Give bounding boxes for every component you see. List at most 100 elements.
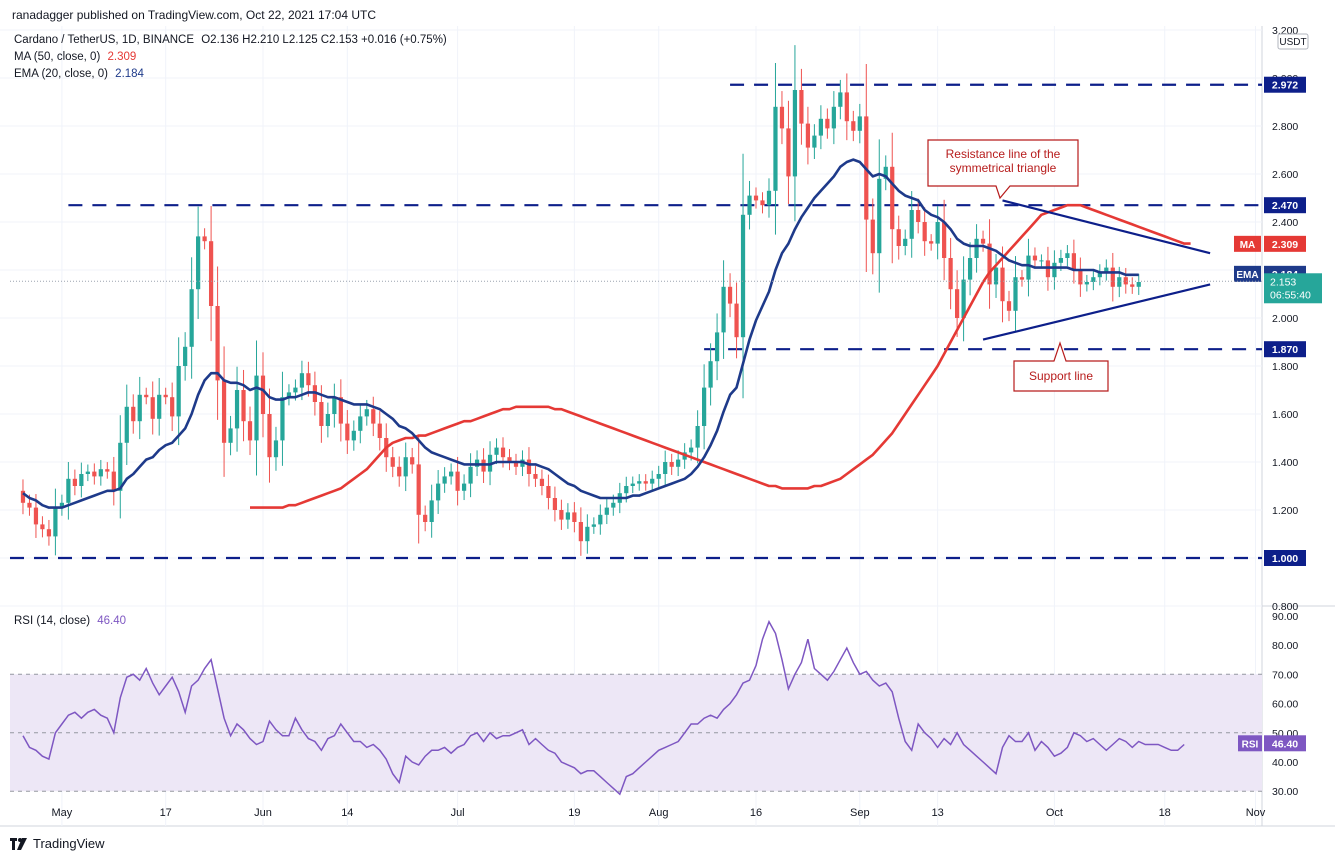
candle-body [585,526,590,542]
rsi-name-tag [1238,735,1262,752]
candle-body [844,92,849,122]
candle-body [410,457,415,465]
candle-body [630,483,635,486]
candle-body [604,507,609,515]
candle-body [974,238,979,258]
candle-body [332,397,337,414]
candle-body [371,409,376,424]
tradingview-logo[interactable]: TradingView [10,836,105,851]
x-tick-label: Sep [850,807,870,819]
candle-body [105,469,110,472]
price-tick-label: 1.400 [1272,457,1298,469]
candle-body [799,90,804,124]
level-tag-label: 1.000 [1272,553,1298,565]
candle-body [714,332,720,362]
candle-body [221,380,227,443]
candle-body [942,222,947,258]
candle-body [267,414,272,458]
price-tick-label: 1.800 [1272,361,1298,373]
candle-body [254,375,259,441]
candle-body [293,387,298,393]
candle-body [202,236,207,242]
rsi-value-tag [1264,735,1306,752]
candle-body [1058,258,1064,263]
ema-legend-label: EMA (20, close, 0) [14,68,108,80]
candle-body [364,409,369,417]
candle-body [877,178,882,254]
candle-body [20,490,26,503]
candle-body [1130,284,1135,287]
rsi-legend[interactable]: RSI (14, close) 46.40 [14,615,126,627]
x-tick-label: Aug [649,807,669,819]
candle-body [1032,255,1038,261]
candle-body [967,258,973,280]
candle-body [228,428,233,443]
candle-body [883,166,888,179]
candle-body [423,514,428,522]
candle-body [734,303,739,338]
candle-body [59,502,65,508]
candle-body [1006,301,1012,311]
rsi-tick-label: 70.00 [1272,669,1298,681]
candle-body [663,462,668,474]
candle-body [637,481,642,484]
ema-legend-value: 2.184 [115,68,144,80]
ema-legend[interactable]: EMA (20, close, 0) 2.184 [14,68,144,80]
candle-body [727,286,733,304]
ma-legend[interactable]: MA (50, close, 0) 2.309 [14,51,136,63]
candle-body [578,522,583,542]
x-tick-label: 14 [341,807,353,819]
candle-body [987,243,992,285]
candle-body [273,440,279,458]
level-tag-label: 1.870 [1272,344,1298,356]
ma-legend-label: MA (50, close, 0) [14,51,101,63]
tradingview-logo-icon [10,837,28,850]
x-tick-label: Jun [254,807,272,819]
candle-body [98,469,103,477]
rsi-tick-label: 40.00 [1272,757,1298,769]
indicator-name-label: MA [1240,240,1256,251]
indicator-value-label: 2.309 [1272,239,1298,251]
candle-body [702,387,707,426]
candle-body [157,394,162,419]
candle-body [838,92,843,107]
last-price-tag [1264,273,1322,304]
candle-body [403,457,408,477]
candle-body [559,510,564,520]
candle-body [792,90,798,177]
candle-body [358,416,363,431]
candle-body [338,397,343,424]
ma-50-line [250,203,1191,509]
rsi-value-label: 46.40 [1272,738,1298,750]
candle-body [870,219,875,254]
candle-body [773,106,778,191]
candle-body [676,459,681,467]
rsi-tick-label: 60.00 [1272,699,1298,711]
candle-body [1019,277,1025,280]
candle-body [916,210,921,222]
candle-body [740,214,746,338]
candle-body [208,241,214,306]
candle-body [546,486,551,498]
ma-legend-value: 2.309 [107,51,137,63]
candle-body [766,190,772,206]
x-tick-label: 17 [160,807,172,819]
candle-body [591,524,596,527]
resistance-callout-box [927,139,1079,200]
indicator-name-tag [1234,265,1261,282]
candle-body [85,471,90,474]
candle-body [1026,255,1031,280]
price-tick-label: 2.400 [1272,217,1298,229]
candle-body [442,476,447,484]
candle-body [189,289,194,347]
candle-body [825,118,830,129]
candle-body [1065,253,1070,258]
level-tag [1264,341,1306,358]
candle-body [779,106,785,129]
last-price-label: 2.153 [1270,276,1296,288]
candle-body [903,238,908,246]
candle-body [669,462,674,467]
candle-body [377,423,382,438]
candle-body [299,373,305,388]
